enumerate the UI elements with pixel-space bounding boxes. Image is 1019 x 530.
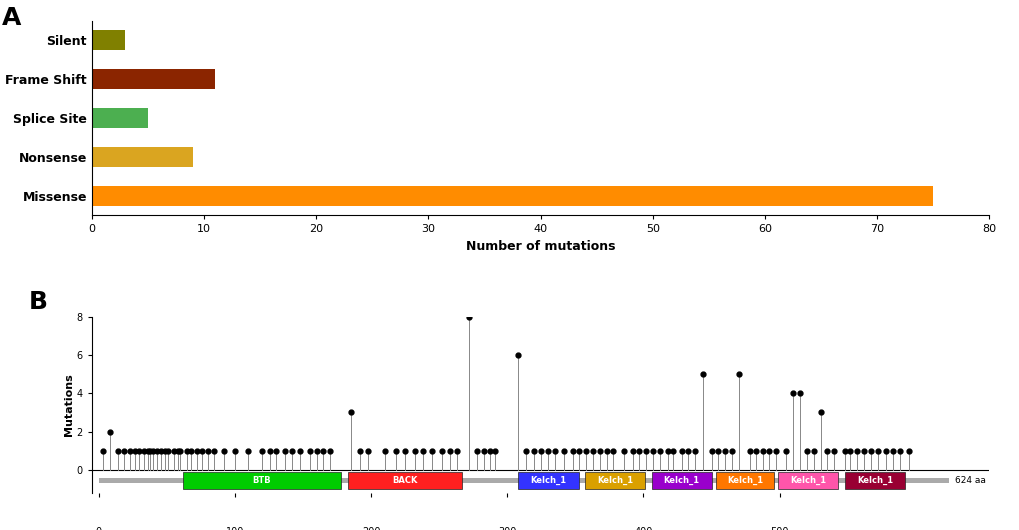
Text: Kelch_1: Kelch_1 <box>530 476 567 485</box>
Bar <box>347 472 462 489</box>
X-axis label: Number of mutations: Number of mutations <box>466 240 614 253</box>
Bar <box>92 30 125 50</box>
Bar <box>777 472 838 489</box>
Text: 624 aa: 624 aa <box>955 476 985 485</box>
Text: B: B <box>29 290 48 314</box>
Text: Kelch_1: Kelch_1 <box>663 476 699 485</box>
Y-axis label: Mutations: Mutations <box>63 374 73 436</box>
Text: BACK: BACK <box>392 476 418 485</box>
Bar <box>518 472 579 489</box>
Bar <box>99 478 948 483</box>
Bar <box>92 108 148 128</box>
Bar <box>844 472 904 489</box>
Bar <box>584 472 644 489</box>
Text: Kelch_1: Kelch_1 <box>596 476 632 485</box>
Bar <box>92 147 193 167</box>
Text: Kelch_1: Kelch_1 <box>790 476 825 485</box>
Text: Kelch_1: Kelch_1 <box>727 476 762 485</box>
Bar <box>715 472 773 489</box>
Text: A: A <box>2 6 21 30</box>
Bar <box>92 186 932 206</box>
Bar <box>182 472 340 489</box>
Bar <box>92 69 215 89</box>
Bar <box>651 472 711 489</box>
Text: Kelch_1: Kelch_1 <box>856 476 893 485</box>
Text: BTB: BTB <box>253 476 271 485</box>
